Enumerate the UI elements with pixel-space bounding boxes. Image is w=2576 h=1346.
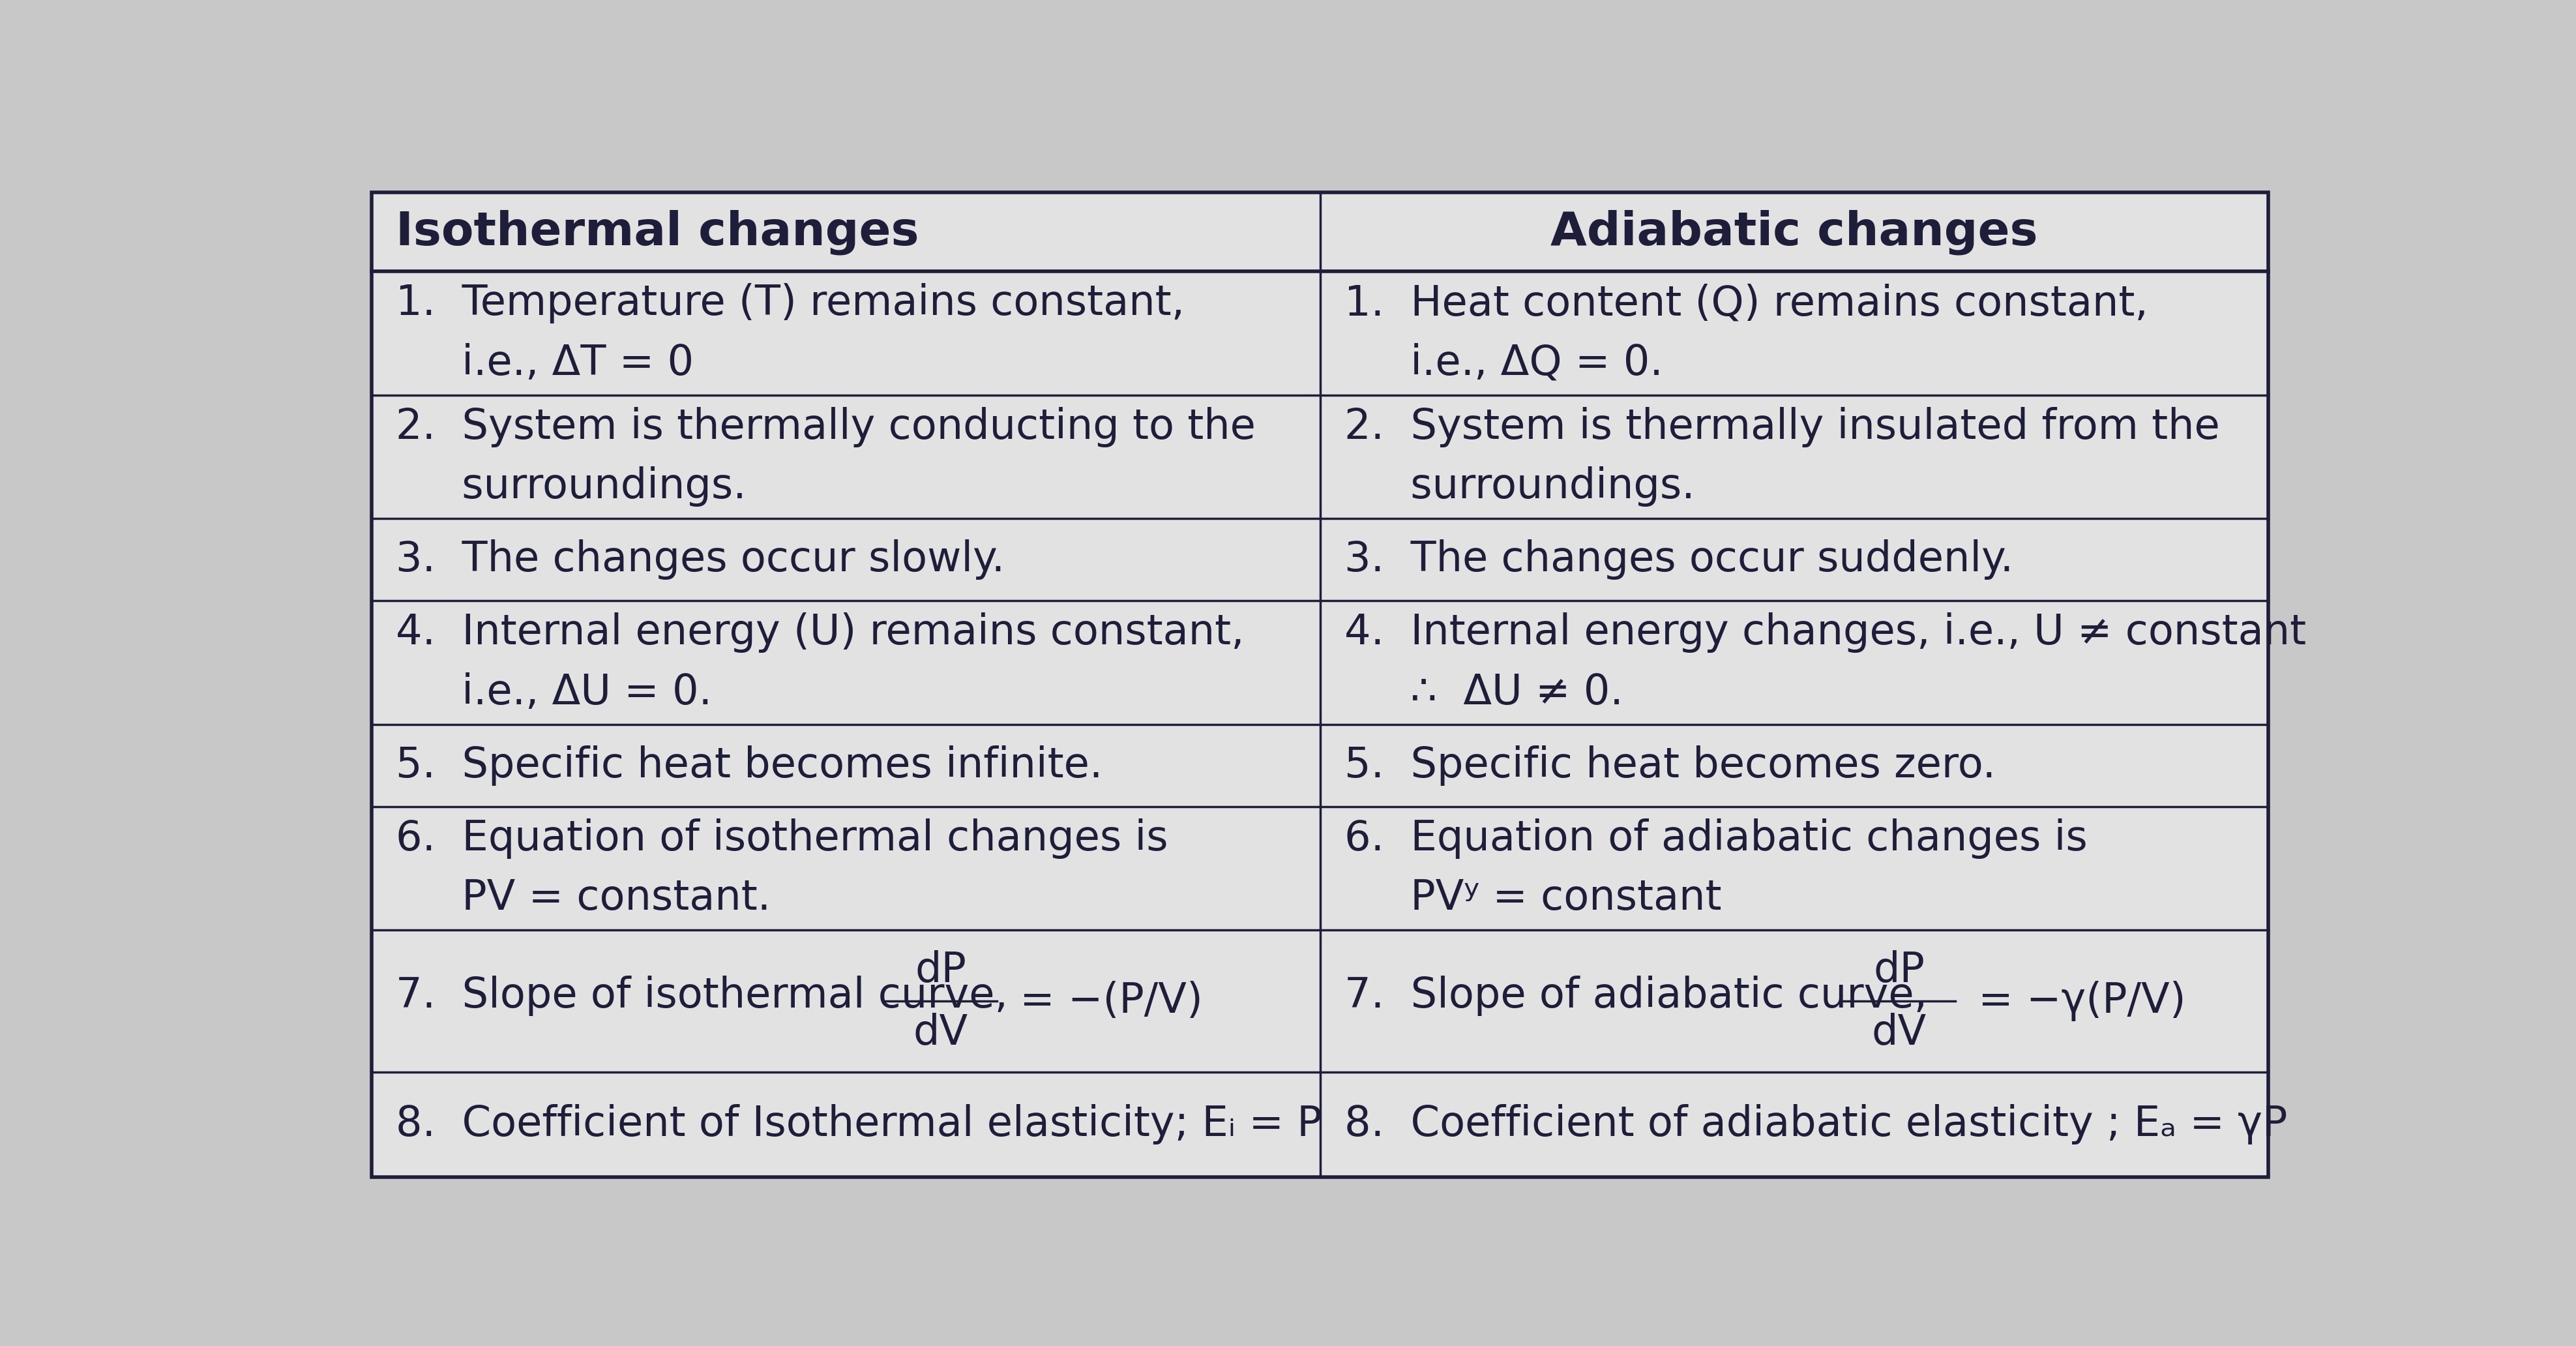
- Text: dV: dV: [1873, 1012, 1927, 1053]
- Text: 7.  Slope of adiabatic curve,: 7. Slope of adiabatic curve,: [1345, 976, 1927, 1016]
- Text: Isothermal changes: Isothermal changes: [397, 210, 920, 254]
- Text: 3.  The changes occur suddenly.: 3. The changes occur suddenly.: [1345, 540, 2014, 580]
- Text: 7.  Slope of isothermal curve,: 7. Slope of isothermal curve,: [397, 976, 1007, 1016]
- Text: dP: dP: [914, 950, 966, 991]
- Text: Adiabatic changes: Adiabatic changes: [1551, 210, 2038, 254]
- Text: = −(P/V): = −(P/V): [1007, 981, 1203, 1022]
- Text: 4.  Internal energy (U) remains constant,
     i.e., ΔU = 0.: 4. Internal energy (U) remains constant,…: [397, 612, 1244, 712]
- Text: 2.  System is thermally conducting to the
     surroundings.: 2. System is thermally conducting to the…: [397, 406, 1255, 506]
- Text: = −γ(P/V): = −γ(P/V): [1965, 981, 2187, 1022]
- Text: 1.  Temperature (T) remains constant,
     i.e., ΔT = 0: 1. Temperature (T) remains constant, i.e…: [397, 283, 1185, 384]
- Text: 8.  Coefficient of adiabatic elasticity ; Eₐ = γP: 8. Coefficient of adiabatic elasticity ;…: [1345, 1104, 2287, 1145]
- Text: 5.  Specific heat becomes infinite.: 5. Specific heat becomes infinite.: [397, 746, 1103, 786]
- Text: 6.  Equation of adiabatic changes is
     PVʸ = constant: 6. Equation of adiabatic changes is PVʸ …: [1345, 818, 2087, 918]
- Text: dP: dP: [1873, 950, 1924, 991]
- Text: dV: dV: [914, 1012, 969, 1053]
- Text: 5.  Specific heat becomes zero.: 5. Specific heat becomes zero.: [1345, 746, 1996, 786]
- Text: 4.  Internal energy changes, i.e., U ≠ constant
     ∴  ΔU ≠ 0.: 4. Internal energy changes, i.e., U ≠ co…: [1345, 612, 2306, 712]
- Text: 8.  Coefficient of Isothermal elasticity; Eᵢ = P: 8. Coefficient of Isothermal elasticity;…: [397, 1104, 1321, 1145]
- Text: 2.  System is thermally insulated from the
     surroundings.: 2. System is thermally insulated from th…: [1345, 406, 2221, 506]
- Text: 1.  Heat content (Q) remains constant,
     i.e., ΔQ = 0.: 1. Heat content (Q) remains constant, i.…: [1345, 283, 2148, 384]
- Text: 3.  The changes occur slowly.: 3. The changes occur slowly.: [397, 540, 1005, 580]
- Text: 6.  Equation of isothermal changes is
     PV = constant.: 6. Equation of isothermal changes is PV …: [397, 818, 1170, 918]
